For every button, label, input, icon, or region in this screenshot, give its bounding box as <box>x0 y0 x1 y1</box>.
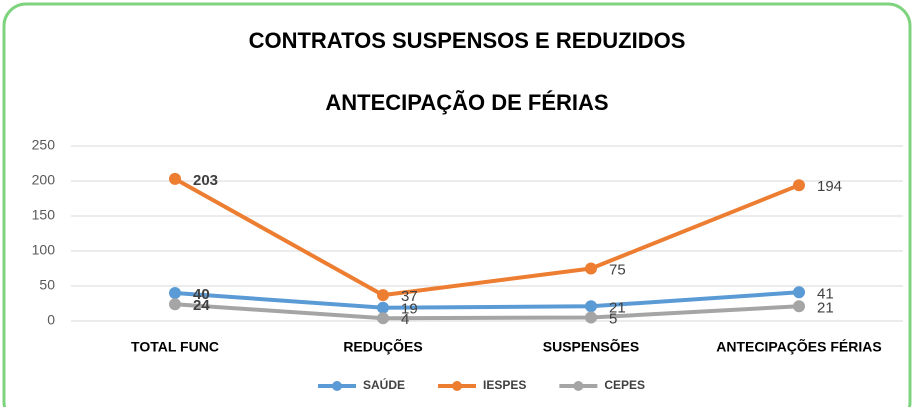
data-point <box>793 300 805 313</box>
data-point <box>377 312 389 325</box>
x-tick-label: REDUÇÕES <box>343 338 422 355</box>
y-tick-label: 250 <box>32 137 56 153</box>
data-label: 21 <box>609 299 626 316</box>
y-tick-label: 50 <box>39 277 55 293</box>
series-line <box>174 177 800 298</box>
chart-title: CONTRATOS SUSPENSOS E REDUZIDOS <box>249 28 686 53</box>
legend-label: SAÚDE <box>363 377 405 392</box>
data-label: 21 <box>817 299 834 316</box>
x-tick-label: TOTAL FUNC <box>131 339 219 355</box>
x-tick-label: ANTECIPAÇÕES FÉRIAS <box>716 338 881 355</box>
data-label: 24 <box>193 297 210 314</box>
y-tick-label: 0 <box>47 312 55 328</box>
y-tick-label: 100 <box>32 242 56 258</box>
y-tick-label: 150 <box>32 207 56 223</box>
legend-label: IESPES <box>483 378 526 392</box>
data-point <box>585 300 597 313</box>
data-point <box>793 286 805 299</box>
data-point <box>793 179 805 192</box>
series-line <box>174 302 800 321</box>
data-point <box>377 301 389 314</box>
data-label: 5 <box>609 310 617 327</box>
data-label: 40 <box>193 286 210 303</box>
chart-subtitle: ANTECIPAÇÃO DE FÉRIAS <box>325 90 608 115</box>
x-tick-label: SUSPENSÕES <box>543 338 639 355</box>
data-point <box>585 311 597 324</box>
data-point <box>585 262 597 275</box>
data-label: 37 <box>401 288 418 305</box>
data-label: 4 <box>401 311 409 328</box>
data-point <box>169 287 181 299</box>
data-point <box>377 289 389 302</box>
data-label: 75 <box>609 261 626 278</box>
y-tick-label: 200 <box>32 172 56 188</box>
series-line <box>174 290 800 310</box>
legend-label: CEPES <box>604 378 645 392</box>
legend-marker <box>452 381 463 391</box>
data-label: 19 <box>401 301 418 318</box>
legend-marker <box>332 381 342 391</box>
data-label: 203 <box>193 172 218 189</box>
legend-marker <box>573 381 584 391</box>
data-point <box>169 172 181 185</box>
data-label: 194 <box>817 178 842 195</box>
data-label: 41 <box>817 285 834 302</box>
data-point <box>169 298 181 311</box>
